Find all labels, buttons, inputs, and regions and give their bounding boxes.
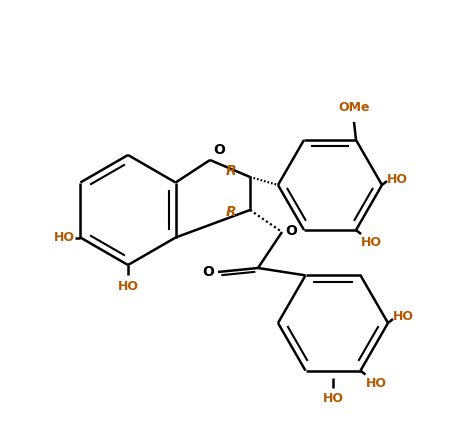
Text: HO: HO [118,280,138,293]
Text: HO: HO [54,231,75,244]
Text: HO: HO [366,377,386,390]
Text: HO: HO [387,173,408,185]
Text: R: R [225,205,236,219]
Text: O: O [202,265,214,279]
Text: HO: HO [393,311,414,323]
Text: O: O [285,224,297,238]
Text: HO: HO [361,236,382,249]
Text: HO: HO [323,392,343,405]
Text: OMe: OMe [338,101,370,114]
Text: O: O [213,143,225,157]
Text: R: R [225,164,236,178]
